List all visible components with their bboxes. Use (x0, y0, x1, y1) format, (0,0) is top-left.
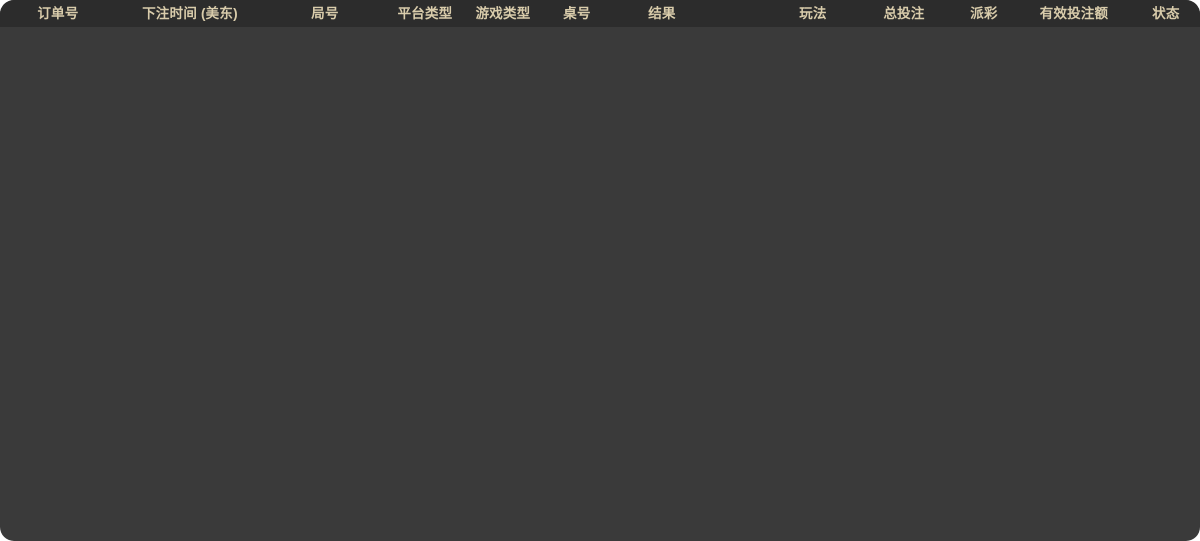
column-header-order-no[interactable]: 订单号 (37, 6, 79, 21)
table-header: 订单号 下注时间 (美东) 局号 平台类型 游戏类型 桌号 结果 玩法 总投注 … (0, 0, 1200, 27)
column-header-bet-time[interactable]: 下注时间 (美东) (142, 6, 238, 21)
column-header-game-type[interactable]: 游戏类型 (475, 6, 531, 21)
column-header-play[interactable]: 玩法 (799, 6, 827, 21)
column-header-video (712, 0, 762, 27)
table-header-row: 订单号 下注时间 (美东) 局号 平台类型 游戏类型 桌号 结果 玩法 总投注 … (0, 0, 1200, 27)
column-header-result[interactable]: 结果 (648, 6, 676, 21)
bet-records-table: 订单号 下注时间 (美东) 局号 平台类型 游戏类型 桌号 结果 玩法 总投注 … (0, 0, 1200, 27)
column-header-round-no[interactable]: 局号 (311, 6, 339, 21)
column-header-valid-bet[interactable]: 有效投注额 (1039, 6, 1109, 21)
column-header-table-no[interactable]: 桌号 (563, 6, 591, 21)
column-header-payout[interactable]: 派彩 (970, 6, 998, 21)
column-header-total-bet[interactable]: 总投注 (883, 6, 925, 21)
column-header-platform-type[interactable]: 平台类型 (397, 6, 453, 21)
column-header-status[interactable]: 状态 (1152, 6, 1180, 21)
